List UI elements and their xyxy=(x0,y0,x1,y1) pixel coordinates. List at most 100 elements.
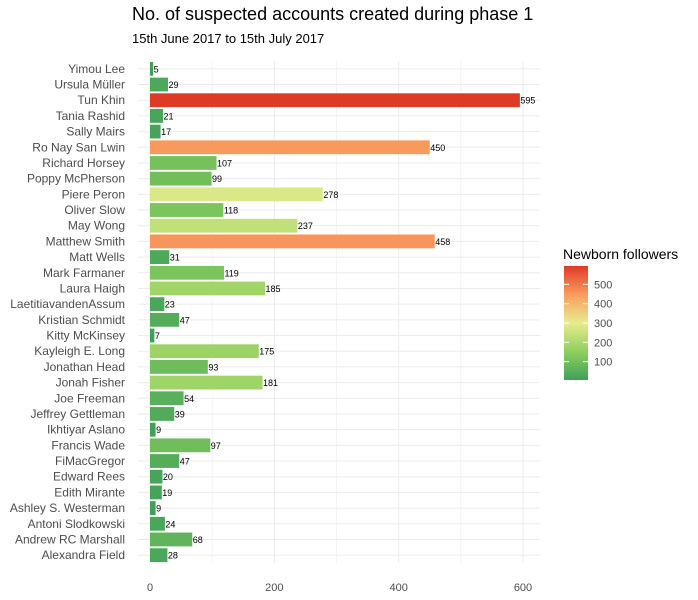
data-label: 20 xyxy=(163,472,173,482)
bar xyxy=(150,391,184,406)
data-label: 93 xyxy=(208,362,218,372)
bar xyxy=(150,77,169,92)
y-tick-label: Jonah Fisher xyxy=(56,376,125,390)
data-label: 97 xyxy=(211,441,221,451)
y-tick-label: Jeffrey Gettleman xyxy=(31,407,126,421)
bar xyxy=(150,297,165,312)
data-label: 458 xyxy=(435,237,450,247)
legend-tick-label: 400 xyxy=(594,299,612,311)
bar xyxy=(150,171,212,186)
bar xyxy=(150,109,164,123)
y-tick-label: Alexandra Field xyxy=(42,548,125,562)
y-tick-label: Ro Nay San Lwin xyxy=(32,140,125,154)
y-tick-label: Yimou Lee xyxy=(68,62,125,76)
y-tick-label: Oliver Slow xyxy=(64,203,125,217)
y-tick-label: Edward Rees xyxy=(53,470,125,484)
data-label: 47 xyxy=(180,457,190,467)
y-tick-label: Matt Wells xyxy=(69,250,125,264)
bar xyxy=(150,360,208,374)
bar xyxy=(150,124,161,139)
y-tick-label: LaetitiavandenAssum xyxy=(10,297,125,311)
y-tick-label: Joe Freeman xyxy=(54,391,125,405)
color-legend: 100 200 300 400 500 xyxy=(564,266,612,380)
y-tick-label: Ursula Müller xyxy=(54,78,125,92)
chart-subtitle: 15th June 2017 to 15th July 2017 xyxy=(132,31,325,46)
bar xyxy=(150,548,168,563)
x-axis-labels: 0 200 400 600 xyxy=(147,582,532,594)
data-label: 237 xyxy=(298,221,313,231)
bar xyxy=(150,203,224,217)
y-tick-label: Ashley S. Westerman xyxy=(10,501,125,515)
bar xyxy=(150,344,259,359)
data-label: 24 xyxy=(165,519,175,529)
data-label: 21 xyxy=(164,111,174,121)
bar xyxy=(150,516,165,531)
data-label: 54 xyxy=(184,394,194,404)
y-tick-label: May Wong xyxy=(68,219,125,233)
x-tick-label: 200 xyxy=(265,582,283,594)
data-label: 39 xyxy=(175,409,185,419)
bar xyxy=(150,140,430,155)
data-label: 9 xyxy=(156,504,161,514)
bar xyxy=(150,501,156,515)
y-tick-label: Tun Khin xyxy=(77,93,125,107)
bar xyxy=(150,93,520,108)
y-tick-label: Andrew RC Marshall xyxy=(15,532,125,546)
bar xyxy=(150,156,217,170)
bar xyxy=(150,532,193,547)
data-label: 119 xyxy=(224,268,238,278)
data-label: 23 xyxy=(165,300,175,310)
grid xyxy=(138,61,540,563)
y-tick-label: Kitty McKinsey xyxy=(46,329,125,343)
y-tick-label: Francis Wade xyxy=(51,438,125,452)
y-tick-label: Kristian Schmidt xyxy=(38,313,125,327)
bars xyxy=(150,61,520,563)
data-label: 278 xyxy=(323,190,338,200)
bar xyxy=(150,469,163,484)
data-label: 9 xyxy=(156,425,161,435)
y-tick-label: Matthew Smith xyxy=(46,234,125,248)
y-tick-label: Tania Rashid xyxy=(56,109,125,123)
legend-tick-label: 500 xyxy=(594,279,612,291)
bar xyxy=(150,312,180,327)
data-label: 185 xyxy=(266,284,281,294)
legend-tick-label: 300 xyxy=(594,318,612,330)
data-labels: 5295952117450107992781182374583111918523… xyxy=(154,64,536,560)
bar xyxy=(150,234,435,249)
bar xyxy=(150,265,224,280)
bar xyxy=(150,438,211,453)
y-tick-label: Jonathan Head xyxy=(44,360,125,374)
legend-tick-label: 200 xyxy=(594,337,612,349)
bar xyxy=(150,218,298,233)
bar xyxy=(150,250,170,264)
data-label: 99 xyxy=(212,174,222,184)
data-label: 28 xyxy=(168,551,178,561)
bar xyxy=(150,407,175,421)
data-label: 29 xyxy=(169,80,179,90)
data-label: 5 xyxy=(154,64,159,74)
data-label: 181 xyxy=(263,378,278,388)
bar xyxy=(150,328,155,343)
data-label: 7 xyxy=(155,331,160,341)
data-label: 450 xyxy=(430,143,445,153)
bar xyxy=(150,281,266,296)
data-label: 31 xyxy=(170,253,180,263)
y-tick-label: Sally Mairs xyxy=(66,125,125,139)
x-tick-label: 600 xyxy=(514,582,532,594)
data-label: 175 xyxy=(259,347,274,357)
y-tick-label: Kayleigh E. Long xyxy=(34,344,125,358)
y-tick-label: FiMacGregor xyxy=(55,454,125,468)
x-tick-label: 400 xyxy=(389,582,407,594)
data-label: 595 xyxy=(520,96,535,106)
y-tick-label: Mark Farmaner xyxy=(43,266,125,280)
y-tick-label: Ikhtiyar Aslano xyxy=(47,423,125,437)
data-label: 107 xyxy=(217,158,232,168)
data-label: 47 xyxy=(180,315,190,325)
data-label: 118 xyxy=(224,206,238,216)
bar xyxy=(150,61,154,76)
bar xyxy=(150,375,263,390)
bar xyxy=(150,422,156,437)
y-tick-label: Edith Mirante xyxy=(54,485,125,499)
